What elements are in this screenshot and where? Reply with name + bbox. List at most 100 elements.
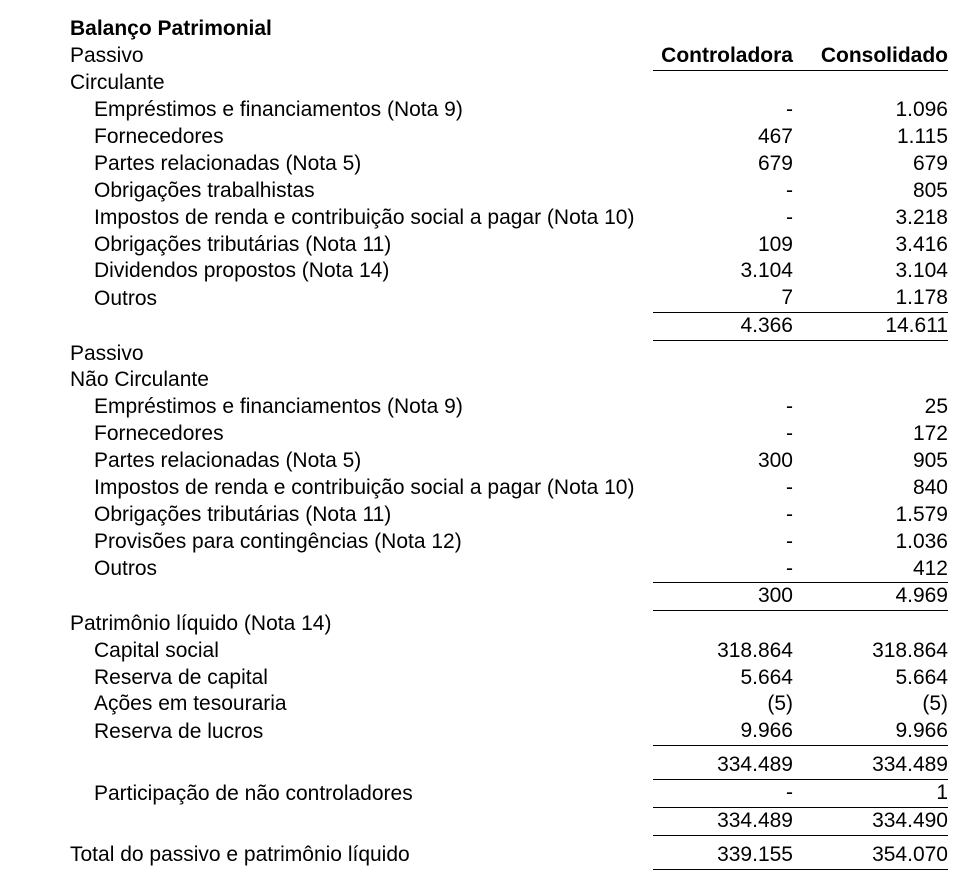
table-row: Impostos de renda e contribuição social … — [70, 475, 948, 502]
section-row: Passivo — [70, 341, 948, 368]
subtotal-row: 300 4.969 — [70, 583, 948, 611]
row-label: Impostos de renda e contribuição social … — [70, 475, 653, 502]
page-title: Balanço Patrimonial — [70, 16, 948, 43]
section-patrimonio: Patrimônio líquido (Nota 14) — [70, 611, 653, 638]
cell: 1.115 — [793, 124, 948, 151]
cell: 1 — [793, 780, 948, 808]
row-label: Fornecedores — [70, 421, 653, 448]
cell: 5.664 — [793, 665, 948, 692]
cell: - — [653, 97, 793, 124]
table-row: Capital social 318.864 318.864 — [70, 638, 948, 665]
cell: 1.579 — [793, 502, 948, 529]
cell: 14.611 — [793, 313, 948, 341]
row-label: Obrigações trabalhistas — [70, 178, 653, 205]
cell: 300 — [653, 583, 793, 611]
cell: (5) — [653, 691, 793, 718]
section-passivo-2: Passivo — [70, 341, 653, 368]
row-label: Fornecedores — [70, 124, 653, 151]
cell: 9.966 — [793, 718, 948, 745]
row-label: Capital social — [70, 638, 653, 665]
cell: 679 — [793, 151, 948, 178]
table-row: Impostos de renda e contribuição social … — [70, 205, 948, 232]
cell: - — [653, 178, 793, 205]
cell: 3.104 — [793, 258, 948, 285]
table-row: Partes relacionadas (Nota 5) 679 679 — [70, 151, 948, 178]
cell: - — [653, 529, 793, 556]
row-label: Partes relacionadas (Nota 5) — [70, 151, 653, 178]
cell: 1.096 — [793, 97, 948, 124]
balance-table: Passivo Controladora Consolidado Circula… — [70, 43, 948, 870]
cell: - — [653, 205, 793, 232]
cell: 805 — [793, 178, 948, 205]
row-label: Reserva de lucros — [70, 718, 653, 745]
cell: 354.070 — [793, 842, 948, 869]
cell: 3.416 — [793, 232, 948, 259]
cell: 679 — [653, 151, 793, 178]
row-label: Obrigações tributárias (Nota 11) — [70, 502, 653, 529]
total-row: Total do passivo e patrimônio líquido 33… — [70, 842, 948, 869]
cell: - — [653, 421, 793, 448]
cell: 109 — [653, 232, 793, 259]
table-row: Ações em tesouraria (5) (5) — [70, 691, 948, 718]
cell: - — [653, 502, 793, 529]
cell: 412 — [793, 556, 948, 583]
cell: (5) — [793, 691, 948, 718]
subtotal-row: 334.489 334.490 — [70, 807, 948, 835]
section-row: Patrimônio líquido (Nota 14) — [70, 611, 948, 638]
cell: - — [653, 394, 793, 421]
cell: 334.489 — [653, 807, 793, 835]
cell: 339.155 — [653, 842, 793, 869]
section-passivo: Passivo — [70, 43, 653, 70]
table-row: Fornecedores 467 1.115 — [70, 124, 948, 151]
cell: 1.036 — [793, 529, 948, 556]
section-row: Circulante — [70, 70, 948, 97]
cell: 334.489 — [793, 752, 948, 779]
cell: 300 — [653, 448, 793, 475]
row-label: Obrigações tributárias (Nota 11) — [70, 232, 653, 259]
cell: 1.178 — [793, 285, 948, 312]
row-label: Empréstimos e financiamentos (Nota 9) — [70, 97, 653, 124]
table-row: Obrigações tributárias (Nota 11) 109 3.4… — [70, 232, 948, 259]
row-label: Total do passivo e patrimônio líquido — [70, 842, 653, 869]
table-row: Empréstimos e financiamentos (Nota 9) - … — [70, 394, 948, 421]
cell: 318.864 — [793, 638, 948, 665]
table-row: Outros 7 1.178 — [70, 285, 948, 312]
row-label: Reserva de capital — [70, 665, 653, 692]
cell: 4.969 — [793, 583, 948, 611]
table-row: Fornecedores - 172 — [70, 421, 948, 448]
table-row: Reserva de capital 5.664 5.664 — [70, 665, 948, 692]
cell: 467 — [653, 124, 793, 151]
cell: 4.366 — [653, 313, 793, 341]
table-row: Participação de não controladores - 1 — [70, 780, 948, 808]
cell: 3.218 — [793, 205, 948, 232]
cell: - — [653, 475, 793, 502]
row-label: Participação de não controladores — [70, 780, 653, 808]
cell: 318.864 — [653, 638, 793, 665]
cell: 7 — [653, 285, 793, 312]
cell: 9.966 — [653, 718, 793, 745]
table-row: Provisões para contingências (Nota 12) -… — [70, 529, 948, 556]
row-label: Partes relacionadas (Nota 5) — [70, 448, 653, 475]
table-row: Dividendos propostos (Nota 14) 3.104 3.1… — [70, 258, 948, 285]
section-circulante: Circulante — [70, 70, 653, 97]
cell: - — [653, 780, 793, 808]
cell: 5.664 — [653, 665, 793, 692]
cell: 25 — [793, 394, 948, 421]
subtotal-row: 334.489 334.489 — [70, 752, 948, 779]
table-row: Obrigações tributárias (Nota 11) - 1.579 — [70, 502, 948, 529]
cell: 840 — [793, 475, 948, 502]
cell: 905 — [793, 448, 948, 475]
section-row: Não Circulante — [70, 367, 948, 394]
table-row: Empréstimos e financiamentos (Nota 9) - … — [70, 97, 948, 124]
cell: - — [653, 556, 793, 583]
cell: 172 — [793, 421, 948, 448]
section-nao-circulante: Não Circulante — [70, 367, 653, 394]
cell: 334.490 — [793, 807, 948, 835]
table-row: Reserva de lucros 9.966 9.966 — [70, 718, 948, 745]
row-label: Impostos de renda e contribuição social … — [70, 205, 653, 232]
row-label: Ações em tesouraria — [70, 691, 653, 718]
table-row: Outros - 412 — [70, 556, 948, 583]
balance-sheet: Balanço Patrimonial Passivo Controladora… — [0, 0, 960, 890]
header-row: Passivo Controladora Consolidado — [70, 43, 948, 70]
subtotal-row: 4.366 14.611 — [70, 313, 948, 341]
